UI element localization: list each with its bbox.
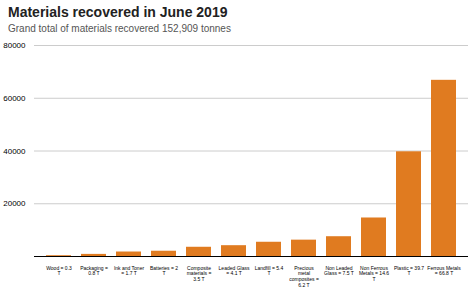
svg-text:Ink and Toner= 1.7 T: Ink and Toner= 1.7 T: [114, 265, 145, 277]
svg-text:Landfill = 5.4T: Landfill = 5.4T: [255, 265, 284, 277]
svg-text:Preciousmetalcomposites =6.2 T: Preciousmetalcomposites =6.2 T: [289, 265, 319, 288]
svg-text:Ferrous Metals= 66.8 T: Ferrous Metals= 66.8 T: [427, 265, 461, 277]
svg-text:Non FerrousMetals = 14.6T: Non FerrousMetals = 14.6T: [359, 265, 389, 283]
svg-text:Packaging =0.8 T: Packaging =0.8 T: [80, 265, 108, 277]
svg-text:Batteries = 2T: Batteries = 2T: [150, 265, 178, 277]
html-text:Materials recovered in June 20: Materials recovered in June 2019: [8, 4, 228, 20]
svg-text:40000: 40000: [3, 147, 26, 156]
svg-text:80000: 80000: [3, 41, 26, 50]
html-text:Grand total of materials recov: Grand total of materials recovered 152,9…: [8, 23, 231, 34]
svg-text:Non LeadedGlass = 7.5 T: Non LeadedGlass = 7.5 T: [324, 265, 354, 277]
svg-text:Wood = 0.3T: Wood = 0.3T: [46, 265, 72, 277]
svg-text:20000: 20000: [3, 199, 26, 208]
svg-text:60000: 60000: [3, 94, 26, 103]
svg-text:Compositematerials =3.5 T: Compositematerials =3.5 T: [187, 265, 212, 283]
svg-text:Leaded Glass= 4.1 T: Leaded Glass= 4.1 T: [219, 265, 250, 277]
svg-text:Plastic = 39.7T: Plastic = 39.7T: [394, 265, 424, 277]
